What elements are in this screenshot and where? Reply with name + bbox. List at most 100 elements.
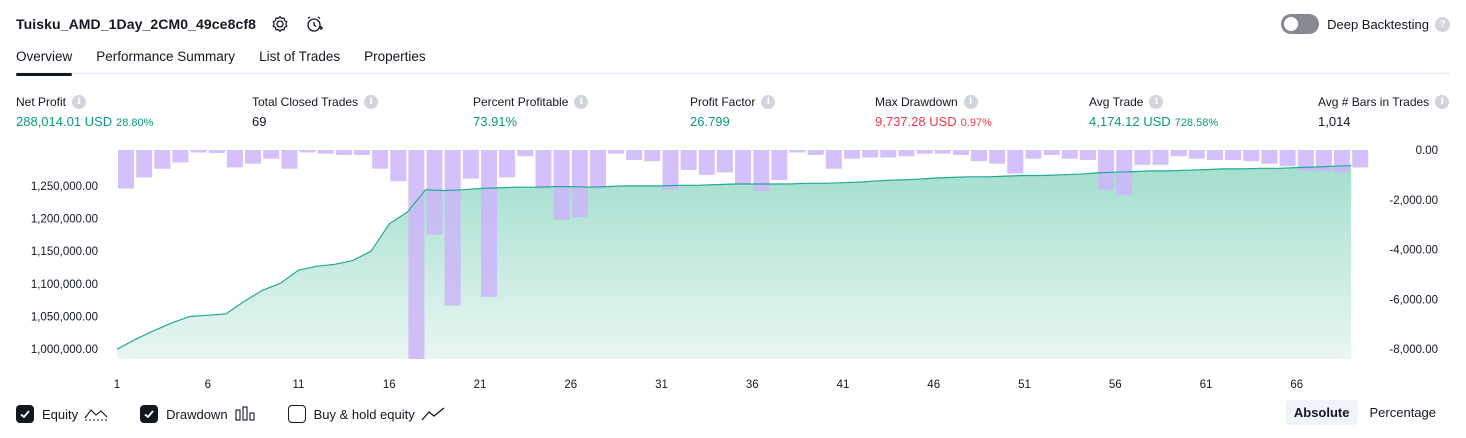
x-axis-tick: 46 <box>927 379 940 391</box>
tab-overview[interactable]: Overview <box>16 47 73 76</box>
left-axis-tick: 1,100,000.00 <box>31 279 98 291</box>
legend-label: Drawdown <box>166 406 228 422</box>
drawdown-bar <box>263 150 280 159</box>
drawdown-bar <box>372 150 389 169</box>
info-icon[interactable]: i <box>761 95 776 109</box>
tab-properties[interactable]: Properties <box>364 49 426 64</box>
drawdown-bar <box>481 150 497 297</box>
stat-profit-factor: Profit Factor i 26.799 <box>690 94 776 129</box>
x-axis-tick: 11 <box>293 379 305 391</box>
drawdown-bar <box>589 150 606 189</box>
drawdown-bar <box>408 150 425 359</box>
deep-backtesting-label: Deep Backtesting <box>1327 16 1429 32</box>
stat-label: Avg Trade <box>1089 95 1144 109</box>
area-line-icon <box>84 406 108 422</box>
drawdown-bar <box>317 150 334 154</box>
drawdown-bar <box>1315 150 1332 172</box>
drawdown-bar <box>735 150 752 185</box>
info-icon[interactable]: i <box>72 95 87 109</box>
drawdown-bar <box>1170 150 1187 157</box>
equity-checkbox[interactable] <box>16 405 34 423</box>
drawdown-bar <box>844 150 860 159</box>
bar-chart-icon <box>234 406 256 422</box>
info-icon[interactable]: i <box>364 95 379 109</box>
equity-drawdown-chart[interactable]: 1,000,000.00 1,050,000.00 1,100,000.00 1,15… <box>0 140 1466 396</box>
drawdown-bar <box>626 150 643 160</box>
drawdown-bar <box>1352 150 1369 168</box>
tab-performance-summary[interactable]: Performance Summary <box>96 49 236 64</box>
left-axis-tick: 1,000,000.00 <box>31 344 98 356</box>
help-icon[interactable]: ? <box>1435 16 1450 32</box>
legend-label: Equity <box>42 406 79 422</box>
drawdown-bar <box>172 150 189 163</box>
drawdown-bar <box>608 150 624 154</box>
x-axis-tick: 6 <box>205 379 211 391</box>
drawdown-bar <box>898 150 915 157</box>
stat-total-closed-trades: Total Closed Trades i 69 <box>252 94 379 129</box>
stat-value: 69 <box>252 114 267 129</box>
trend-line-icon <box>421 406 445 422</box>
drawdown-bar <box>136 150 153 178</box>
x-axis-tick: 66 <box>1290 379 1303 391</box>
x-axis-tick: 16 <box>383 379 396 391</box>
drawdown-bar <box>426 150 443 235</box>
drawdown-bar <box>535 150 552 189</box>
stat-value: 1,014 <box>1318 114 1351 129</box>
drawdown-checkbox[interactable] <box>140 405 159 423</box>
drawdown-bar <box>1079 150 1096 160</box>
drawdown-bar <box>862 150 879 158</box>
left-axis-tick: 1,250,000.00 <box>31 181 98 193</box>
drawdown-bar <box>880 150 897 158</box>
mode-absolute-button[interactable]: Absolute <box>1285 400 1358 425</box>
stat-value: 73.91% <box>473 114 518 129</box>
drawdown-bar <box>753 150 770 192</box>
info-icon[interactable]: i <box>1435 95 1450 109</box>
drawdown-bar <box>1279 150 1296 167</box>
drawdown-bar <box>989 150 1006 164</box>
legend-drawdown[interactable]: Drawdown <box>140 405 255 423</box>
drawdown-bar <box>825 150 842 169</box>
drawdown-bar <box>444 150 461 306</box>
stat-percent-profitable: Percent Profitable i 73.91% <box>473 94 589 129</box>
drawdown-bar <box>245 150 261 164</box>
x-axis-tick: 1 <box>114 379 120 391</box>
deep-backtesting-toggle[interactable] <box>1281 14 1320 34</box>
info-icon[interactable]: i <box>963 95 978 109</box>
drawdown-bar <box>1188 150 1205 159</box>
drawdown-bar <box>154 150 171 169</box>
x-axis-tick: 51 <box>1018 379 1031 391</box>
tab-list-of-trades[interactable]: List of Trades <box>259 49 341 64</box>
legend-buy-hold-equity[interactable]: Buy & hold equity <box>287 405 445 423</box>
header: Tuisku_AMD_1Day_2CM0_49ce8cf8 <box>16 12 324 36</box>
x-axis-tick: 41 <box>837 379 850 391</box>
buy-hold-checkbox[interactable] <box>287 405 306 423</box>
right-axis-tick: -6,000.00 <box>1389 294 1438 306</box>
stat-net-profit: Net Profit i 288,014.01 USD 28.80% <box>16 94 153 129</box>
alarm-add-icon[interactable] <box>304 14 324 34</box>
info-icon[interactable]: i <box>1149 95 1164 109</box>
drawdown-bar <box>553 150 570 220</box>
drawdown-bar <box>1225 150 1242 160</box>
drawdown-bar <box>1152 150 1169 165</box>
drawdown-bar <box>644 150 661 162</box>
right-axis-tick: -4,000.00 <box>1389 245 1438 257</box>
drawdown-bar <box>118 150 134 189</box>
drawdown-bar <box>390 150 407 182</box>
legend-equity[interactable]: Equity <box>16 405 108 423</box>
drawdown-bar <box>499 150 516 178</box>
drawdown-bar <box>1007 150 1024 174</box>
right-axis-tick: -8,000.00 <box>1389 344 1438 356</box>
drawdown-bar <box>1098 150 1115 190</box>
drawdown-bar <box>1043 150 1060 155</box>
drawdown-bar <box>1025 150 1042 159</box>
drawdown-bar <box>335 150 352 155</box>
stat-percent: 28.80% <box>116 117 154 129</box>
drawdown-bar <box>789 150 806 153</box>
stat-label: Profit Factor <box>690 95 756 109</box>
drawdown-bar <box>971 150 987 162</box>
stat-avg-bars-in-trades: Avg # Bars in Trades i 1,014 <box>1318 94 1450 129</box>
drawdown-bar <box>1061 150 1078 159</box>
mode-percentage-button[interactable]: Percentage <box>1369 405 1437 420</box>
info-icon[interactable]: i <box>574 95 589 109</box>
gear-icon[interactable] <box>270 14 290 34</box>
